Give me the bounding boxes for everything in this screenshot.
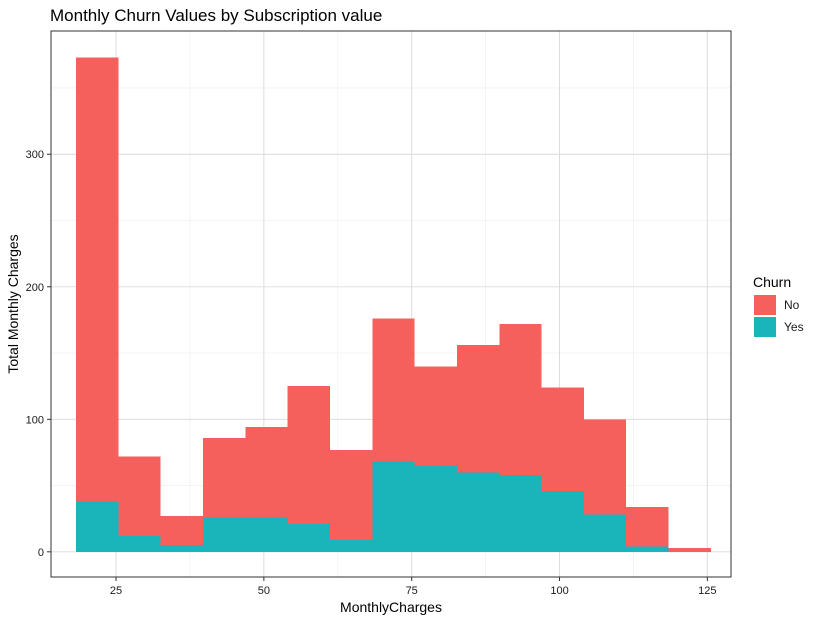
legend-key-no <box>754 295 776 315</box>
y-tick-label: 0 <box>38 547 44 559</box>
plot-border <box>50 30 732 578</box>
legend: Churn No Yes <box>753 274 804 337</box>
y-axis-ticks: 0 100 200 300 <box>26 149 51 559</box>
bar-yes-1 <box>118 535 161 552</box>
bar-yes-13 <box>626 546 669 552</box>
bar-yes-8 <box>414 465 457 552</box>
x-axis-ticks: 25 50 75 100 125 <box>110 577 717 597</box>
x-axis-title: MonthlyCharges <box>340 599 442 615</box>
bar-yes-4 <box>245 517 288 552</box>
bar-no-14 <box>668 547 711 552</box>
x-tick-label: 25 <box>110 585 122 597</box>
legend-key-yes <box>754 317 776 337</box>
x-tick-label: 100 <box>550 585 568 597</box>
bar-no-13 <box>626 506 669 547</box>
bar-no-8 <box>414 366 457 466</box>
bar-yes-12 <box>583 514 627 552</box>
y-tick-label: 300 <box>26 149 44 161</box>
y-tick-label: 200 <box>26 282 44 294</box>
legend-label-no: No <box>784 298 800 312</box>
bar-no-4 <box>245 427 288 518</box>
bar-yes-7 <box>372 461 415 552</box>
bar-no-5 <box>287 386 330 524</box>
legend-title: Churn <box>753 274 791 290</box>
x-tick-label: 50 <box>258 585 270 597</box>
bar-yes-2 <box>160 545 204 552</box>
bar-no-3 <box>203 437 246 518</box>
y-tick-label: 100 <box>26 414 44 426</box>
legend-label-yes: Yes <box>784 320 804 334</box>
bar-no-0 <box>76 57 119 502</box>
x-tick-label: 125 <box>698 585 716 597</box>
bars <box>76 57 711 552</box>
bar-yes-5 <box>287 523 330 552</box>
bar-no-10 <box>499 323 542 475</box>
bar-no-1 <box>118 456 161 536</box>
chart-title: Monthly Churn Values by Subscription val… <box>50 6 382 25</box>
bar-yes-11 <box>541 490 584 552</box>
bar-no-9 <box>456 345 500 473</box>
bar-yes-3 <box>203 517 246 552</box>
bar-yes-6 <box>329 539 373 552</box>
bar-no-6 <box>329 449 373 540</box>
bar-no-2 <box>160 516 204 546</box>
bar-yes-9 <box>456 472 500 552</box>
bar-yes-10 <box>499 474 542 552</box>
y-axis-title: Total Monthly Charges <box>5 234 21 373</box>
bar-no-11 <box>541 387 584 491</box>
x-tick-label: 75 <box>406 585 418 597</box>
bar-no-7 <box>372 318 415 462</box>
bar-yes-0 <box>76 501 119 552</box>
bar-no-12 <box>583 419 627 515</box>
